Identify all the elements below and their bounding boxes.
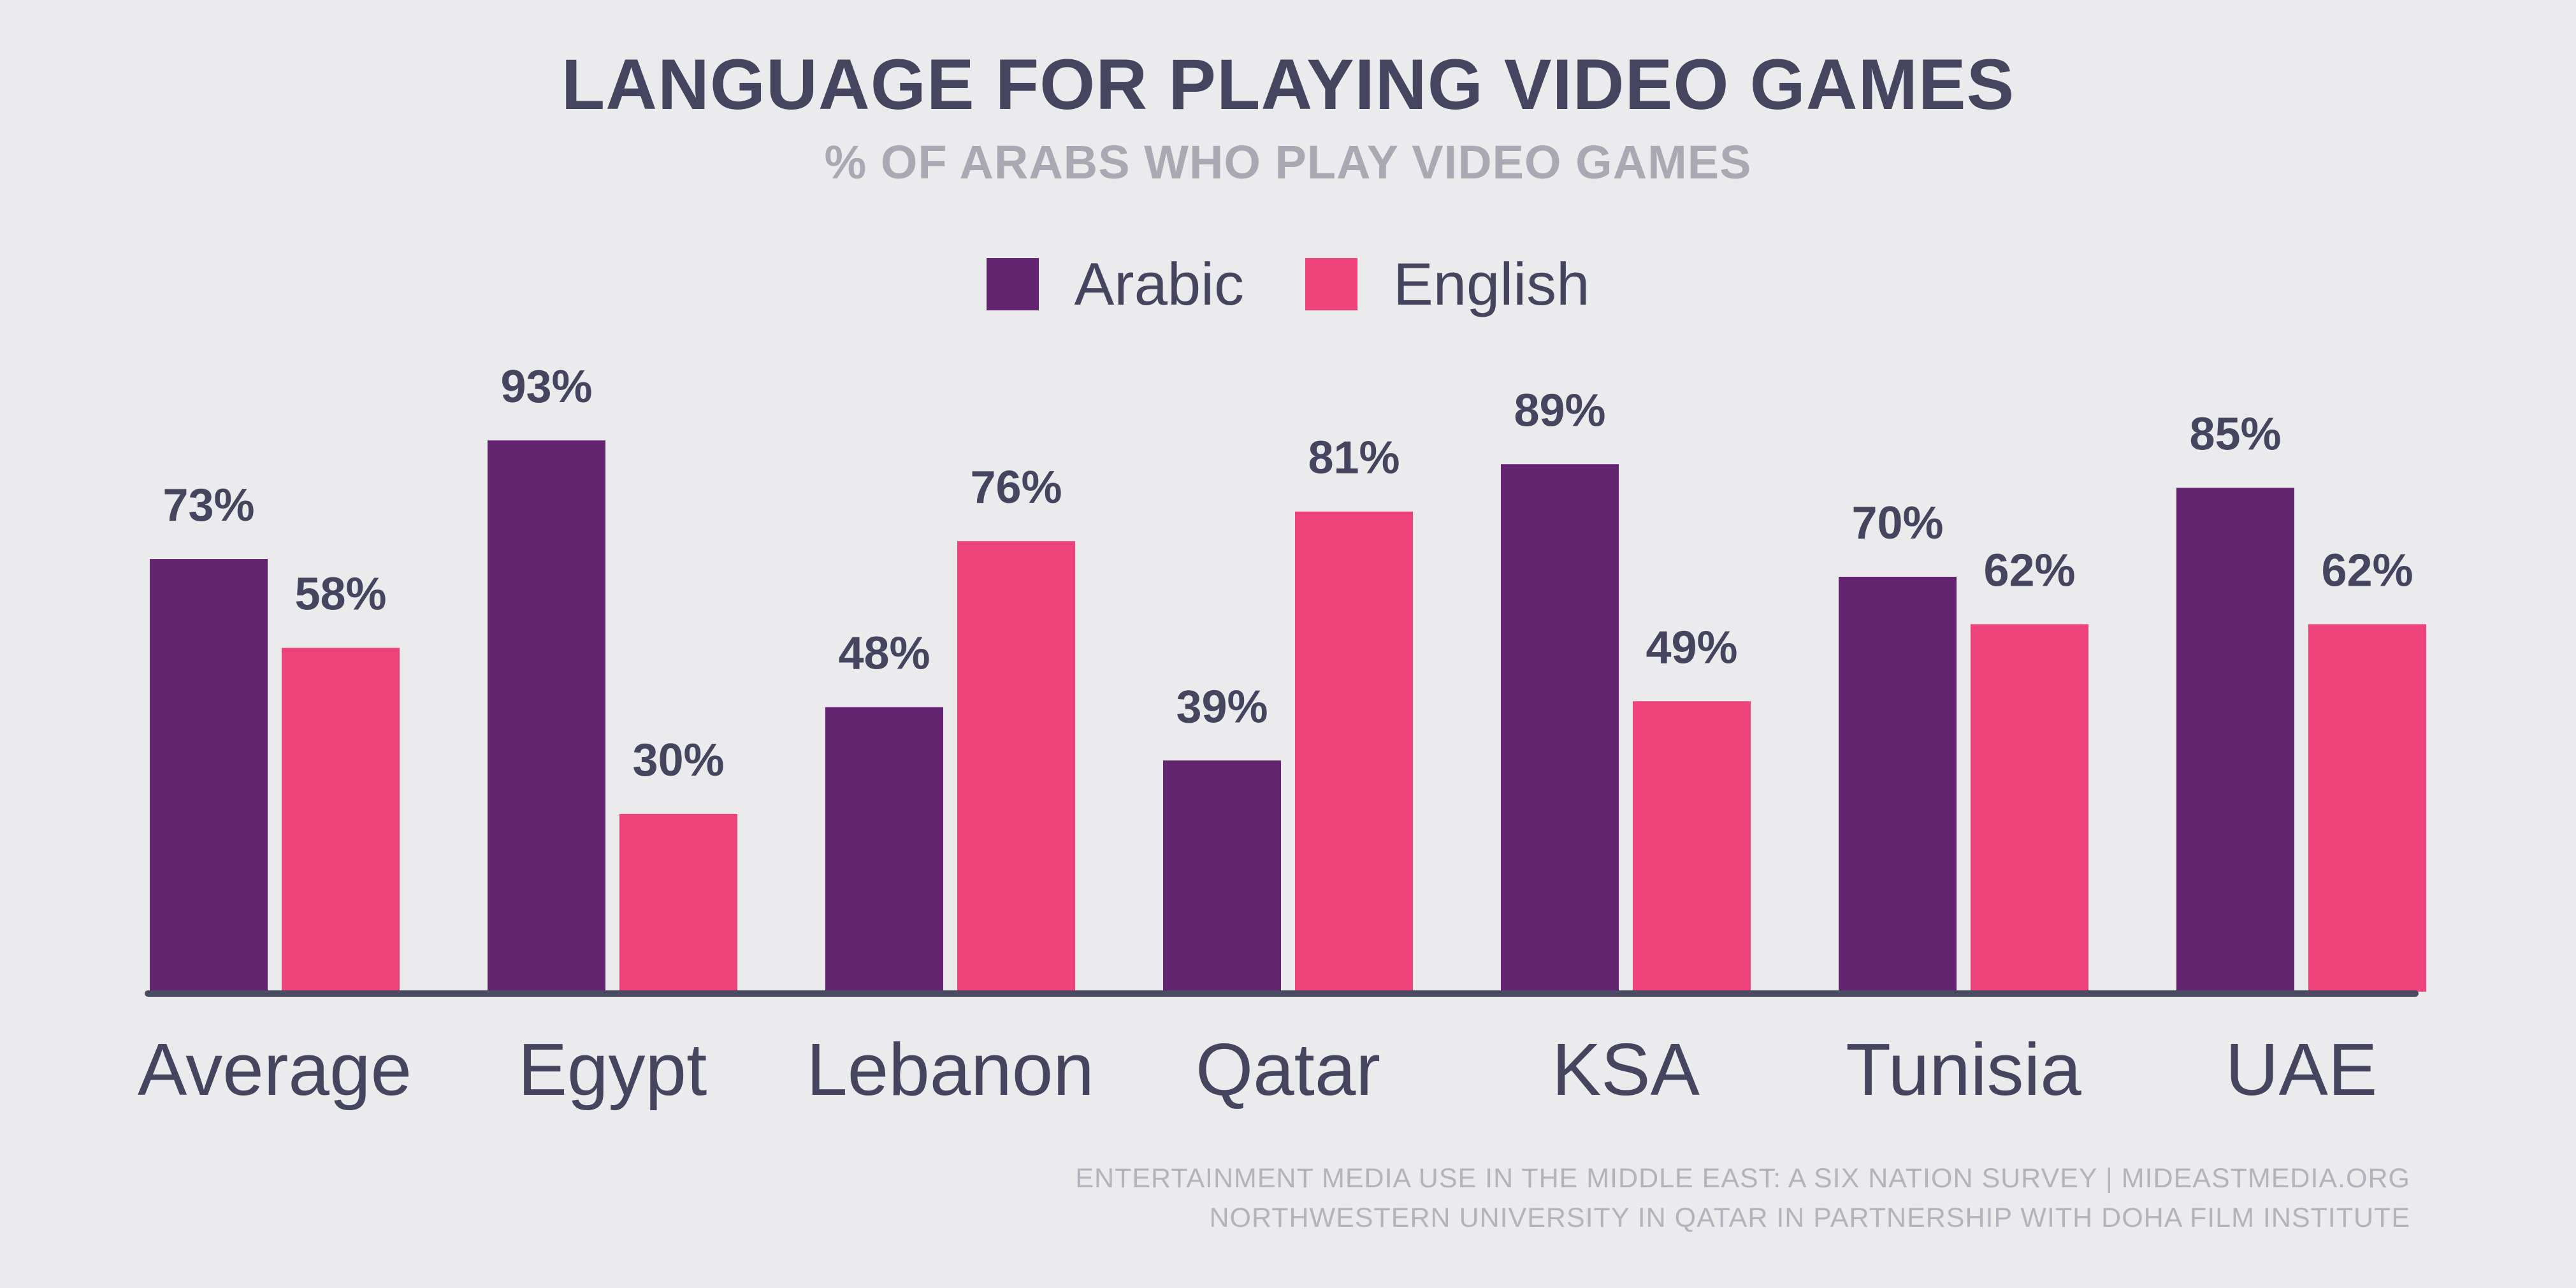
data-label-english-egypt: 30%	[632, 735, 724, 786]
footer-line-1: ENTERTAINMENT MEDIA USE IN THE MIDDLE EA…	[1075, 1163, 2410, 1194]
bar-arabic-tunisia	[1839, 577, 1957, 992]
bar-english-tunisia	[1971, 624, 2088, 992]
tick-label-tunisia: Tunisia	[1846, 1028, 2081, 1111]
tick-label-qatar: Qatar	[1196, 1028, 1380, 1111]
data-label-arabic-egypt: 93%	[500, 361, 592, 412]
legend-swatch-arabic	[986, 258, 1039, 310]
legend-label-english: English	[1393, 250, 1590, 317]
legend-item-english: English	[1305, 250, 1589, 319]
bar-arabic-average	[150, 559, 268, 992]
legend-label-arabic: Arabic	[1074, 250, 1245, 317]
data-label-arabic-uae: 85%	[2189, 409, 2281, 460]
bar-english-uae	[2308, 624, 2426, 992]
data-label-arabic-tunisia: 70%	[1851, 498, 1943, 549]
bar-arabic-lebanon	[825, 707, 943, 992]
data-label-english-qatar: 81%	[1308, 433, 1400, 484]
bar-english-qatar	[1295, 511, 1413, 992]
footer-line-2: NORTHWESTERN UNIVERSITY IN QATAR IN PART…	[1209, 1203, 2410, 1233]
data-label-english-uae: 62%	[2321, 545, 2413, 596]
tick-label-ksa: KSA	[1552, 1028, 1700, 1111]
tick-label-uae: UAE	[2225, 1028, 2378, 1111]
data-label-english-ksa: 49%	[1646, 622, 1737, 673]
data-label-english-tunisia: 62%	[1983, 545, 2075, 596]
bar-arabic-ksa	[1501, 464, 1619, 992]
data-label-english-lebanon: 76%	[970, 462, 1062, 513]
data-label-arabic-lebanon: 48%	[838, 628, 930, 679]
bar-english-ksa	[1633, 701, 1751, 992]
tick-label-lebanon: Lebanon	[806, 1028, 1094, 1111]
bar-english-lebanon	[957, 541, 1075, 992]
bar-english-average	[282, 648, 400, 992]
chart-title: LANGUAGE FOR PLAYING VIDEO GAMES	[561, 45, 2015, 124]
bar-arabic-uae	[2176, 488, 2294, 992]
legend: Arabic English	[0, 250, 2576, 319]
chart-subtitle: % OF ARABS WHO PLAY VIDEO GAMES	[824, 136, 1752, 189]
bar-english-egypt	[619, 814, 737, 992]
tick-label-egypt: Egypt	[518, 1028, 707, 1111]
footer-source: ENTERTAINMENT MEDIA USE IN THE MIDDLE EA…	[1075, 1159, 2410, 1238]
tick-label-average: Average	[138, 1028, 412, 1111]
bar-arabic-egypt	[488, 440, 605, 992]
data-label-arabic-average: 73%	[163, 480, 254, 531]
bar-arabic-qatar	[1163, 760, 1281, 992]
data-label-arabic-ksa: 89%	[1514, 385, 1605, 436]
legend-swatch-english	[1305, 258, 1358, 310]
data-label-english-average: 58%	[294, 569, 386, 620]
legend-item-arabic: Arabic	[986, 250, 1245, 319]
data-label-arabic-qatar: 39%	[1176, 681, 1268, 732]
